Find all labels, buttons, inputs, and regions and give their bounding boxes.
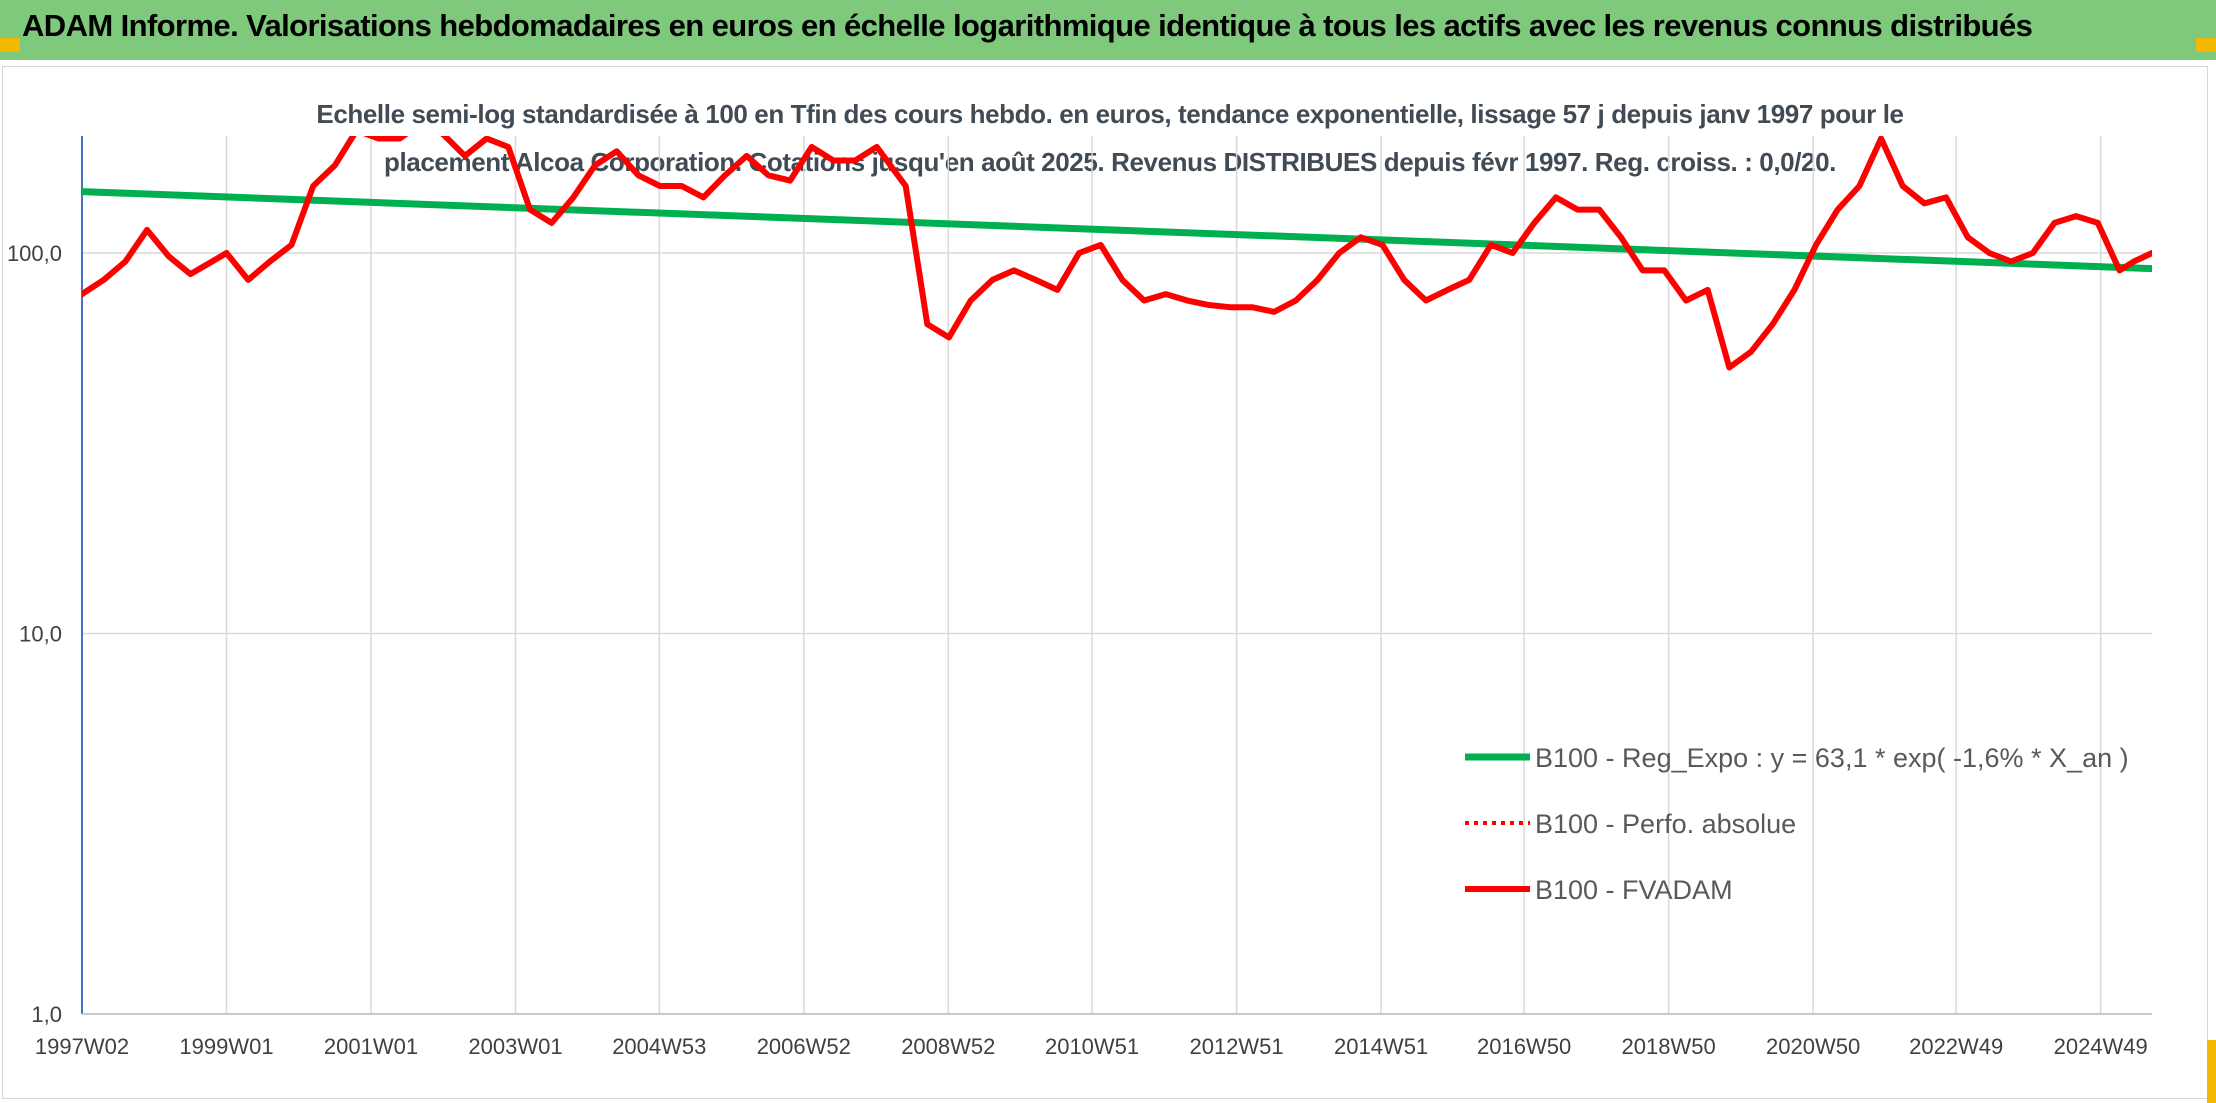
corner-accent-right	[2196, 38, 2216, 52]
chart-title: Echelle semi-log standardisée à 100 en T…	[160, 90, 2060, 186]
chart-frame	[2, 66, 2208, 1099]
chart-title-line2: placement Alcoa Corporation. Cotations j…	[384, 147, 1836, 177]
scroll-accent	[2207, 1040, 2216, 1103]
corner-accent-left	[0, 38, 20, 52]
chart-title-line1: Echelle semi-log standardisée à 100 en T…	[316, 99, 1904, 129]
banner-title: ADAM Informe. Valorisations hebdomadaire…	[22, 8, 2033, 43]
banner: ADAM Informe. Valorisations hebdomadaire…	[0, 0, 2216, 60]
